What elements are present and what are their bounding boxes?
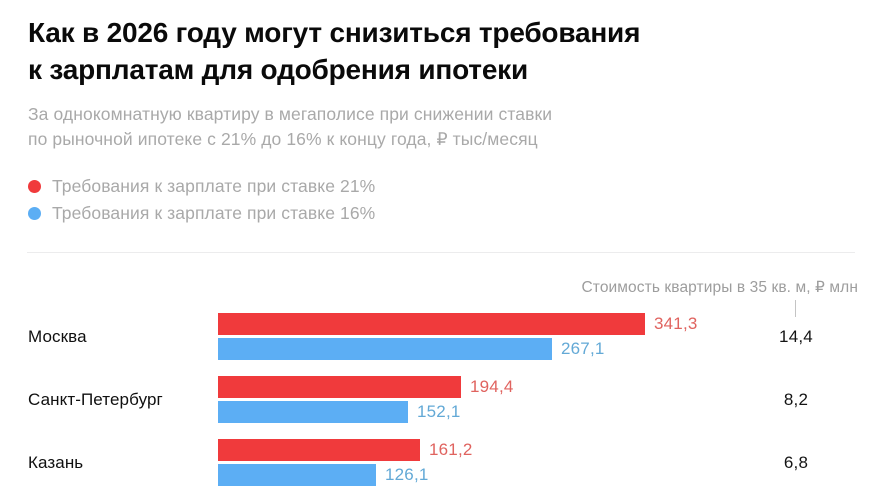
bar-red (218, 376, 461, 398)
chart-row-kazan: Казань 161,2 126,1 6,8 (0, 431, 880, 494)
bar-blue (218, 338, 552, 360)
page-title: Как в 2026 году могут снизиться требован… (28, 17, 641, 86)
bar-blue (218, 464, 376, 486)
section-divider (27, 252, 855, 253)
chart-legend: Требования к зарплате при ставке 21% Тре… (28, 173, 375, 227)
bar-row-red: 194,4 (218, 376, 514, 398)
bar-group: 161,2 126,1 (218, 439, 473, 486)
cost-value: 8,2 (783, 389, 809, 409)
category-label: Санкт-Петербург (28, 389, 163, 409)
header-block: Как в 2026 году могут снизиться требован… (28, 14, 856, 152)
bar-red (218, 439, 420, 461)
legend-label-rate-21: Требования к зарплате при ставке 21% (52, 176, 376, 196)
category-label: Москва (28, 326, 87, 346)
bar-row-blue: 152,1 (218, 401, 514, 423)
bar-chart: Москва 341,3 267,1 14,4 Санкт-Петербург … (0, 305, 880, 494)
legend-label-rate-16: Требования к зарплате при ставке 16% (52, 203, 376, 223)
legend-dot-blue (28, 207, 41, 220)
chart-row-moscow: Москва 341,3 267,1 14,4 (0, 305, 880, 368)
legend-dot-red (28, 180, 41, 193)
bar-value-red: 161,2 (429, 440, 473, 459)
cost-column-header: Стоимость квартиры в 35 кв. м, ₽ млн (581, 279, 858, 296)
bar-value-blue: 267,1 (561, 339, 605, 358)
page-subtitle: За однокомнатную квартиру в мегаполисе п… (28, 104, 553, 150)
bar-row-red: 161,2 (218, 439, 473, 461)
bar-value-blue: 126,1 (385, 465, 429, 484)
legend-item-rate-21: Требования к зарплате при ставке 21% (28, 173, 375, 200)
chart-row-saint-petersburg: Санкт-Петербург 194,4 152,1 8,2 (0, 368, 880, 431)
bar-blue (218, 401, 408, 423)
bar-row-blue: 267,1 (218, 338, 698, 360)
bar-row-blue: 126,1 (218, 464, 473, 486)
category-label: Казань (28, 452, 84, 472)
bar-value-red: 194,4 (470, 377, 514, 396)
bar-group: 194,4 152,1 (218, 376, 514, 423)
legend-item-rate-16: Требования к зарплате при ставке 16% (28, 200, 375, 227)
bar-red (218, 313, 645, 335)
bar-row-red: 341,3 (218, 313, 698, 335)
bar-value-blue: 152,1 (417, 402, 461, 421)
cost-value: 14,4 (779, 326, 813, 346)
bar-group: 341,3 267,1 (218, 313, 698, 360)
cost-value: 6,8 (783, 452, 809, 472)
bar-value-red: 341,3 (654, 314, 698, 333)
cost-column-tick (795, 300, 796, 317)
